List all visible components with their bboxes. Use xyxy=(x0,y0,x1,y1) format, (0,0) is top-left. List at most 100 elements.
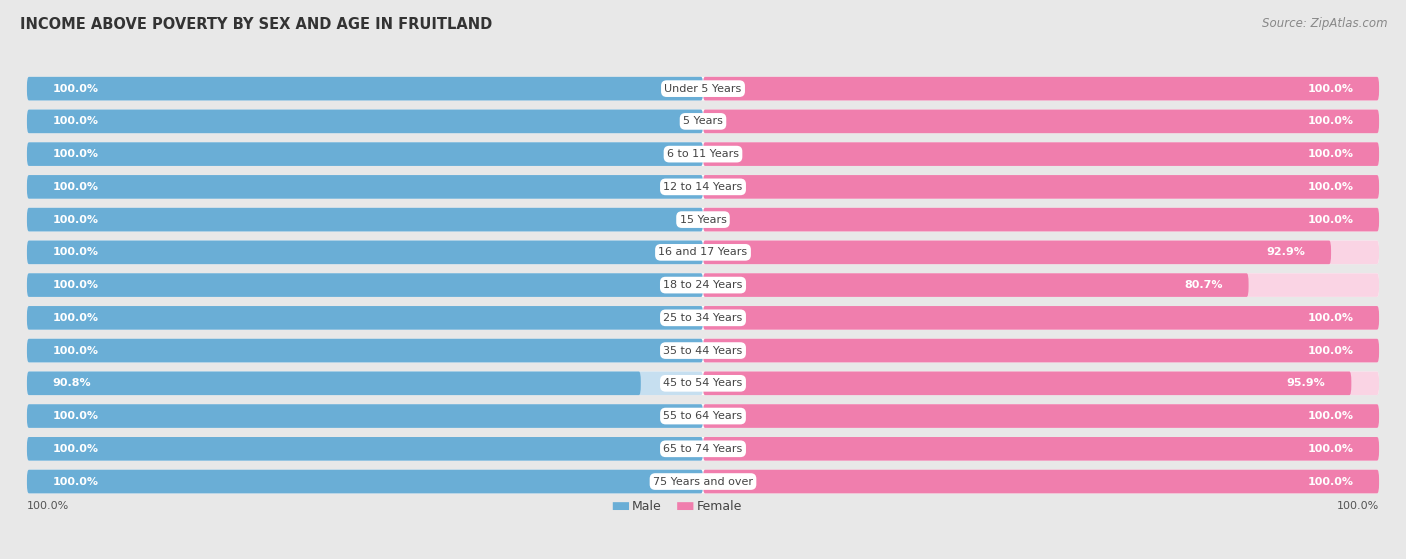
FancyBboxPatch shape xyxy=(27,404,703,428)
FancyBboxPatch shape xyxy=(703,306,1379,330)
Text: 100.0%: 100.0% xyxy=(52,280,98,290)
FancyBboxPatch shape xyxy=(27,240,703,264)
FancyBboxPatch shape xyxy=(703,339,1379,362)
FancyBboxPatch shape xyxy=(27,306,703,330)
FancyBboxPatch shape xyxy=(703,273,1249,297)
FancyBboxPatch shape xyxy=(27,404,703,428)
FancyBboxPatch shape xyxy=(703,77,1379,101)
FancyBboxPatch shape xyxy=(703,437,1379,461)
FancyBboxPatch shape xyxy=(703,470,1379,494)
Text: 100.0%: 100.0% xyxy=(52,215,98,225)
FancyBboxPatch shape xyxy=(27,208,703,231)
FancyBboxPatch shape xyxy=(27,110,1379,133)
FancyBboxPatch shape xyxy=(703,437,1379,461)
Text: Source: ZipAtlas.com: Source: ZipAtlas.com xyxy=(1263,17,1388,30)
FancyBboxPatch shape xyxy=(27,404,1379,428)
FancyBboxPatch shape xyxy=(27,372,641,395)
FancyBboxPatch shape xyxy=(703,143,1379,166)
Text: 25 to 34 Years: 25 to 34 Years xyxy=(664,313,742,323)
FancyBboxPatch shape xyxy=(27,437,1379,461)
Text: 100.0%: 100.0% xyxy=(1308,411,1354,421)
FancyBboxPatch shape xyxy=(27,208,1379,231)
FancyBboxPatch shape xyxy=(703,372,1351,395)
Text: 100.0%: 100.0% xyxy=(52,84,98,94)
FancyBboxPatch shape xyxy=(27,339,703,362)
FancyBboxPatch shape xyxy=(27,273,1379,297)
FancyBboxPatch shape xyxy=(27,470,703,494)
FancyBboxPatch shape xyxy=(703,240,1331,264)
Text: 100.0%: 100.0% xyxy=(52,116,98,126)
Text: 100.0%: 100.0% xyxy=(1308,149,1354,159)
FancyBboxPatch shape xyxy=(27,339,1379,362)
FancyBboxPatch shape xyxy=(703,240,1379,264)
FancyBboxPatch shape xyxy=(703,208,1379,231)
FancyBboxPatch shape xyxy=(27,77,703,101)
FancyBboxPatch shape xyxy=(613,502,628,510)
Text: INCOME ABOVE POVERTY BY SEX AND AGE IN FRUITLAND: INCOME ABOVE POVERTY BY SEX AND AGE IN F… xyxy=(20,17,492,32)
FancyBboxPatch shape xyxy=(703,404,1379,428)
Text: 100.0%: 100.0% xyxy=(27,501,69,511)
Text: 100.0%: 100.0% xyxy=(52,476,98,486)
FancyBboxPatch shape xyxy=(27,437,703,461)
Text: 100.0%: 100.0% xyxy=(52,444,98,454)
Text: 100.0%: 100.0% xyxy=(1308,84,1354,94)
Text: 5 Years: 5 Years xyxy=(683,116,723,126)
Text: 92.9%: 92.9% xyxy=(1267,247,1305,257)
FancyBboxPatch shape xyxy=(703,470,1379,494)
Text: 100.0%: 100.0% xyxy=(52,345,98,356)
FancyBboxPatch shape xyxy=(27,110,703,133)
FancyBboxPatch shape xyxy=(678,502,693,510)
Text: 100.0%: 100.0% xyxy=(1308,215,1354,225)
FancyBboxPatch shape xyxy=(27,470,703,494)
FancyBboxPatch shape xyxy=(27,372,703,395)
Text: 100.0%: 100.0% xyxy=(1308,476,1354,486)
FancyBboxPatch shape xyxy=(703,110,1379,133)
FancyBboxPatch shape xyxy=(703,110,1379,133)
FancyBboxPatch shape xyxy=(703,372,1379,395)
Text: 65 to 74 Years: 65 to 74 Years xyxy=(664,444,742,454)
Text: 75 Years and over: 75 Years and over xyxy=(652,476,754,486)
FancyBboxPatch shape xyxy=(703,175,1379,198)
FancyBboxPatch shape xyxy=(703,208,1379,231)
Text: 80.7%: 80.7% xyxy=(1184,280,1223,290)
Text: 100.0%: 100.0% xyxy=(52,313,98,323)
Text: 12 to 14 Years: 12 to 14 Years xyxy=(664,182,742,192)
FancyBboxPatch shape xyxy=(27,437,703,461)
Text: 100.0%: 100.0% xyxy=(1308,444,1354,454)
Text: 100.0%: 100.0% xyxy=(1308,182,1354,192)
Text: 100.0%: 100.0% xyxy=(52,247,98,257)
FancyBboxPatch shape xyxy=(703,306,1379,330)
Text: 18 to 24 Years: 18 to 24 Years xyxy=(664,280,742,290)
FancyBboxPatch shape xyxy=(703,404,1379,428)
FancyBboxPatch shape xyxy=(27,175,703,198)
Text: 15 Years: 15 Years xyxy=(679,215,727,225)
Text: Under 5 Years: Under 5 Years xyxy=(665,84,741,94)
FancyBboxPatch shape xyxy=(27,77,703,101)
Text: Male: Male xyxy=(633,500,662,513)
FancyBboxPatch shape xyxy=(27,143,1379,166)
FancyBboxPatch shape xyxy=(703,175,1379,198)
FancyBboxPatch shape xyxy=(27,470,1379,494)
Text: 100.0%: 100.0% xyxy=(1308,345,1354,356)
FancyBboxPatch shape xyxy=(27,372,1379,395)
FancyBboxPatch shape xyxy=(27,175,703,198)
FancyBboxPatch shape xyxy=(27,77,1379,101)
Text: 100.0%: 100.0% xyxy=(1308,313,1354,323)
FancyBboxPatch shape xyxy=(27,143,703,166)
FancyBboxPatch shape xyxy=(27,273,703,297)
Text: 90.8%: 90.8% xyxy=(52,378,91,389)
Text: 100.0%: 100.0% xyxy=(1337,501,1379,511)
FancyBboxPatch shape xyxy=(27,240,703,264)
Text: 100.0%: 100.0% xyxy=(1308,116,1354,126)
FancyBboxPatch shape xyxy=(27,306,1379,330)
Text: 100.0%: 100.0% xyxy=(52,411,98,421)
Text: 55 to 64 Years: 55 to 64 Years xyxy=(664,411,742,421)
FancyBboxPatch shape xyxy=(703,143,1379,166)
FancyBboxPatch shape xyxy=(27,110,703,133)
FancyBboxPatch shape xyxy=(703,339,1379,362)
FancyBboxPatch shape xyxy=(27,306,703,330)
Text: 35 to 44 Years: 35 to 44 Years xyxy=(664,345,742,356)
Text: 6 to 11 Years: 6 to 11 Years xyxy=(666,149,740,159)
FancyBboxPatch shape xyxy=(703,77,1379,101)
Text: 100.0%: 100.0% xyxy=(52,182,98,192)
